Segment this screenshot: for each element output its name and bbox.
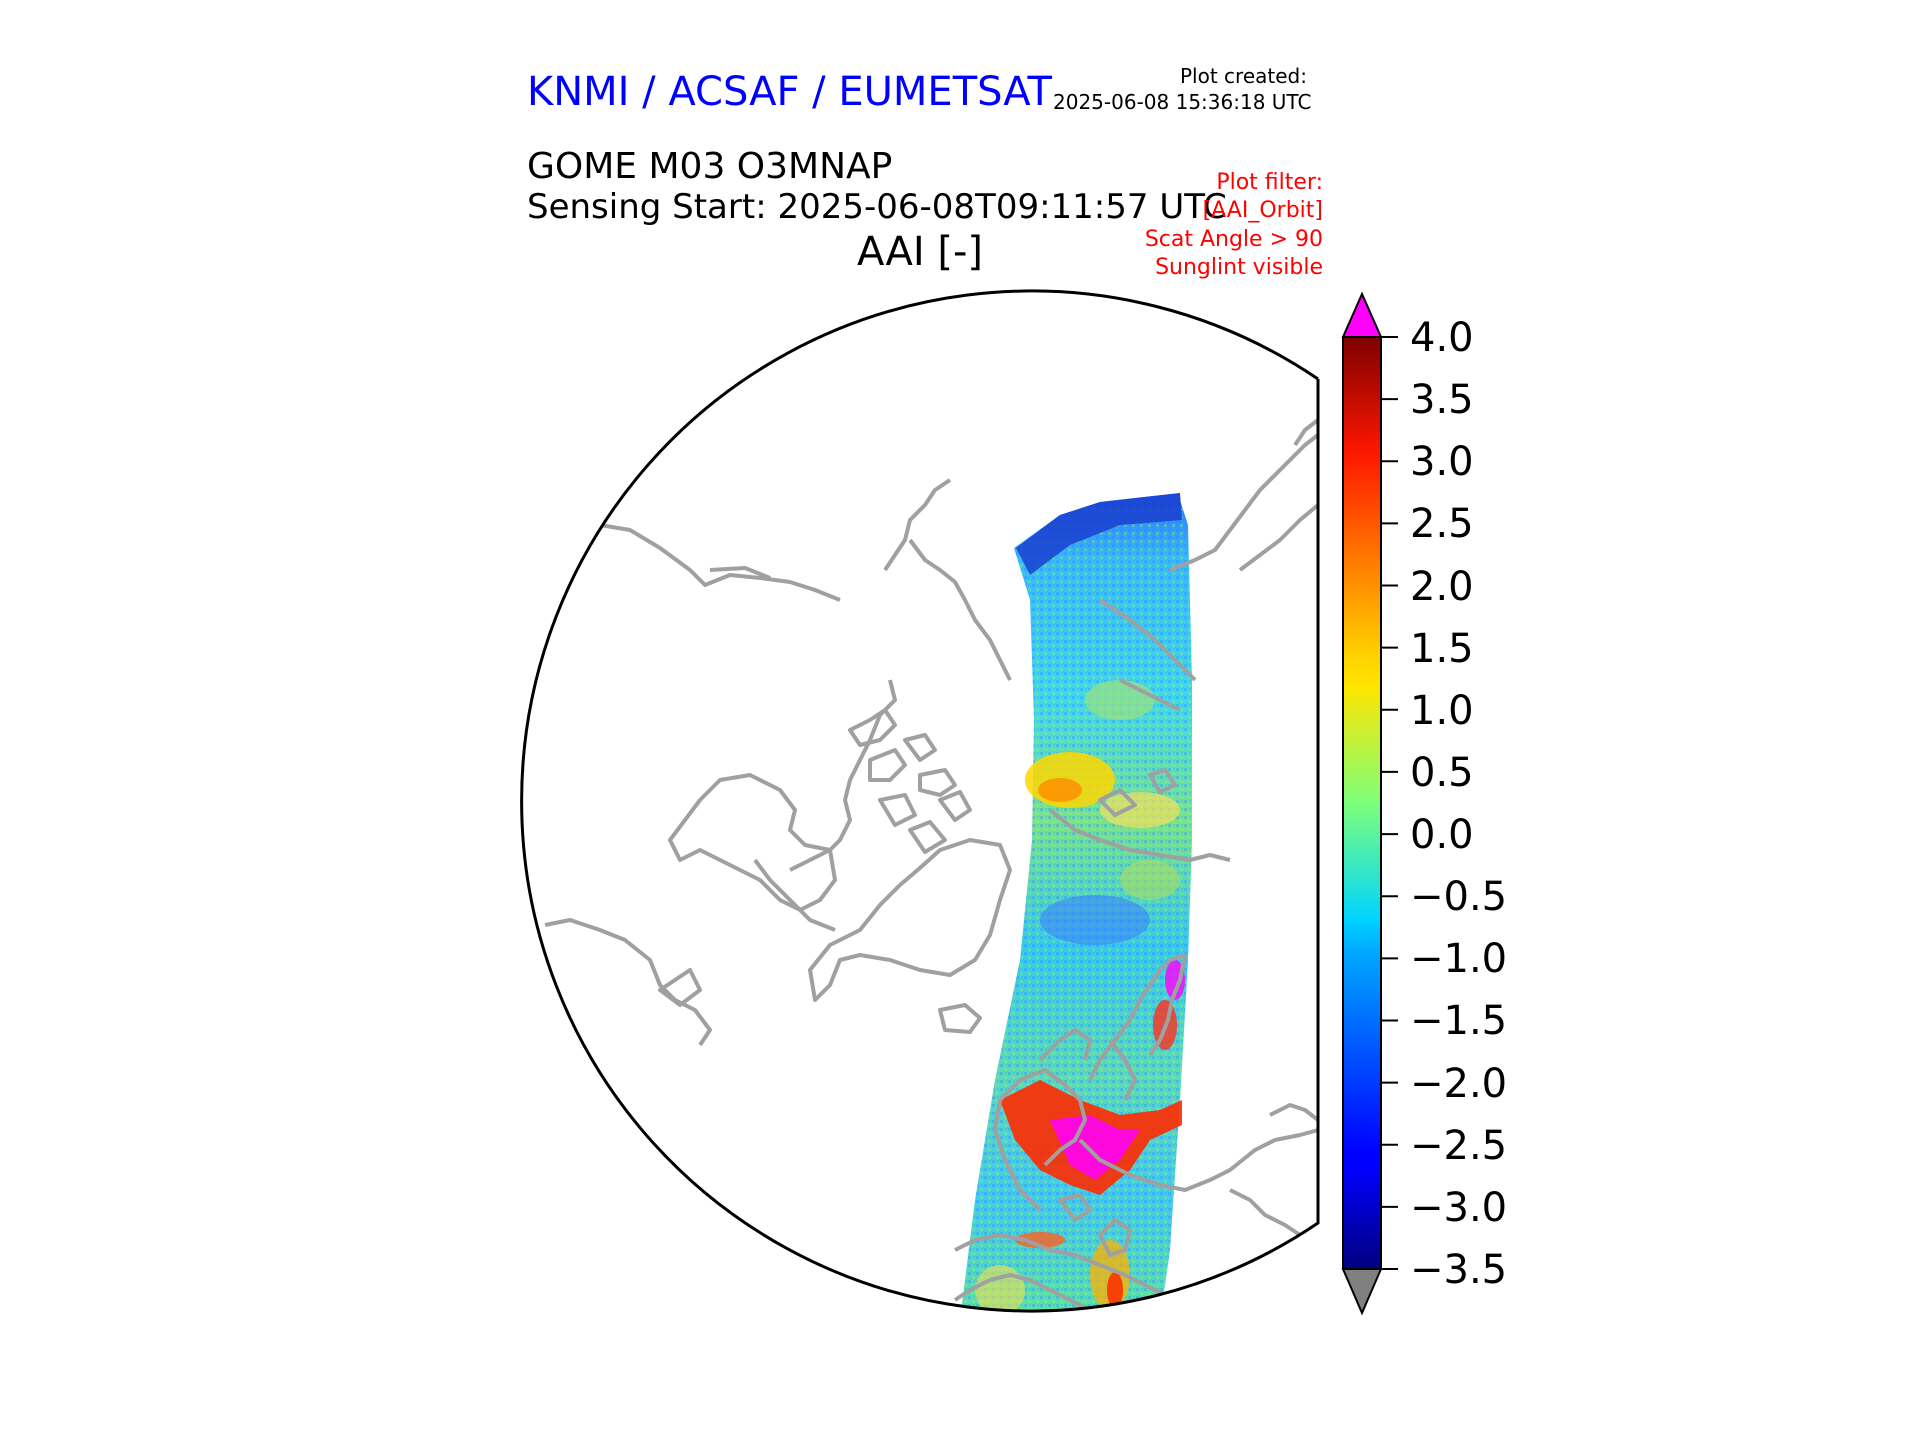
colorbar-tick-label: 4.0 [1410, 315, 1474, 361]
sensing-start: Sensing Start: 2025-06-08T09:11:57 UTC [527, 187, 1227, 227]
colorbar-tick-label: 2.0 [1410, 563, 1474, 610]
colorbar-tick-label: −3.0 [1410, 1184, 1508, 1231]
colorbar-tick-label: −0.5 [1410, 874, 1508, 921]
plot-created-label: Plot created: [1180, 64, 1307, 88]
colorbar-tick-label: 1.0 [1410, 687, 1474, 734]
variable-title: AAI [-] [857, 229, 983, 275]
colorbar-tick-label: −1.0 [1410, 936, 1508, 983]
colorbar-tick-label: 3.0 [1410, 439, 1474, 486]
swath-low-aai-north [1016, 493, 1182, 575]
colorbar-gradient [1342, 336, 1382, 1270]
colorbar-over-extension [1341, 291, 1383, 338]
colorbar-tick-label: −2.0 [1410, 1060, 1508, 1107]
aai-swath [960, 493, 1192, 1312]
colorbar-tick-label: −3.5 [1410, 1247, 1508, 1293]
coastlines [544, 418, 1318, 1312]
plot-filter-sunglint: Sunglint visible [1155, 255, 1323, 280]
plot-filter-scat-angle: Scat Angle > 90 [1144, 227, 1323, 252]
plot-filter-label: Plot filter: [1216, 170, 1323, 195]
colorbar-tick-label: 0.0 [1410, 812, 1474, 859]
org-title: KNMI / ACSAF / EUMETSAT [527, 69, 1052, 115]
colorbar-tick-label: −2.5 [1410, 1122, 1508, 1169]
map-disk [544, 418, 1318, 1312]
colorbar-tick-label: 3.5 [1410, 377, 1474, 424]
product-title: GOME M03 O3MNAP [527, 146, 893, 187]
map-boundary [520, 289, 1320, 1313]
colorbar-tick-label: 0.5 [1410, 749, 1474, 796]
plot-created-timestamp: 2025-06-08 15:36:18 UTC [1053, 90, 1312, 114]
colorbar-tick-label: 2.5 [1410, 501, 1474, 548]
plot-filter-orbit: [AAI_Orbit] [1202, 198, 1323, 223]
colorbar-tick-label: −1.5 [1410, 998, 1508, 1045]
colorbar-tick-label: 1.5 [1410, 625, 1474, 672]
colorbar-under-extension [1341, 1268, 1383, 1316]
